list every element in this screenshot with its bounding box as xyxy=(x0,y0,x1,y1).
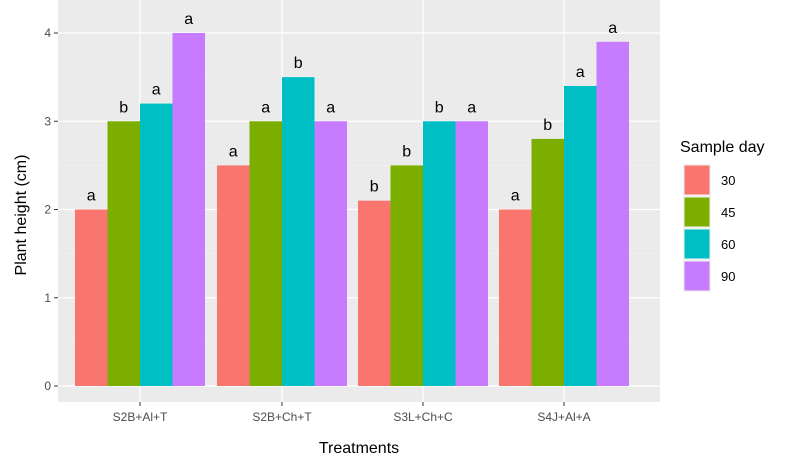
x-tick-label: S4J+Al+A xyxy=(537,410,590,424)
y-tick-label: 1 xyxy=(44,291,51,305)
legend-swatch xyxy=(684,165,710,195)
bar-labels: a b a a a a b a b b b a a b a a xyxy=(87,11,618,205)
legend-label: 90 xyxy=(721,269,735,284)
bar-letter-label: a xyxy=(326,99,335,116)
legend-swatch xyxy=(684,229,710,259)
y-axis: 0 1 2 3 4 xyxy=(44,26,58,393)
legend-label: 60 xyxy=(721,237,735,252)
y-axis-title: Plant height (cm) xyxy=(13,155,30,276)
bar-letter-label: a xyxy=(261,99,270,116)
bar-90-4 xyxy=(596,41,629,386)
bar-30-2 xyxy=(217,165,250,386)
bar-letter-label: a xyxy=(184,11,193,28)
bar-letter-label: b xyxy=(294,55,303,72)
bar-90-3 xyxy=(455,121,488,386)
bar-30-1 xyxy=(75,209,108,386)
y-tick-label: 4 xyxy=(44,26,51,40)
bar-letter-label: b xyxy=(402,143,411,160)
bar-45-1 xyxy=(107,121,140,386)
bars xyxy=(75,33,629,386)
bar-45-2 xyxy=(249,121,282,386)
bar-45-3 xyxy=(390,165,423,386)
bar-60-1 xyxy=(140,103,173,386)
y-tick-label: 0 xyxy=(44,379,51,393)
bar-letter-label: a xyxy=(576,64,585,81)
bar-letter-label: a xyxy=(608,20,617,37)
bar-letter-label: b xyxy=(543,117,552,134)
bar-45-4 xyxy=(531,138,564,386)
bar-60-3 xyxy=(423,121,456,386)
bar-letter-label: a xyxy=(511,188,520,205)
x-tick-label: S2B+Ch+T xyxy=(252,410,312,424)
legend-label: 45 xyxy=(721,205,735,220)
bar-letter-label: b xyxy=(370,179,379,196)
bar-60-4 xyxy=(564,85,597,386)
bar-letter-label: b xyxy=(435,99,444,116)
legend-title: Sample day xyxy=(680,139,765,156)
bar-letter-label: a xyxy=(152,82,161,99)
legend: Sample day 30 45 60 90 xyxy=(680,139,765,292)
bar-letter-label: b xyxy=(119,99,128,116)
bar-letter-label: a xyxy=(229,143,238,160)
bar-90-2 xyxy=(314,121,347,386)
y-tick-label: 2 xyxy=(44,203,51,217)
legend-swatch xyxy=(684,197,710,227)
x-axis-title: Treatments xyxy=(319,440,399,457)
bar-30-3 xyxy=(358,200,391,386)
bar-60-2 xyxy=(282,77,315,386)
bar-30-4 xyxy=(499,209,532,386)
y-tick-label: 3 xyxy=(44,114,51,128)
legend-label: 30 xyxy=(721,173,735,188)
x-tick-label: S2B+Al+T xyxy=(113,410,168,424)
x-axis: S2B+Al+T S2B+Ch+T S3L+Ch+C S4J+Al+A xyxy=(113,402,591,424)
bar-letter-label: a xyxy=(467,99,476,116)
bar-letter-label: a xyxy=(87,188,96,205)
x-tick-label: S3L+Ch+C xyxy=(393,410,453,424)
bar-90-1 xyxy=(172,33,205,386)
legend-swatch xyxy=(684,261,710,291)
